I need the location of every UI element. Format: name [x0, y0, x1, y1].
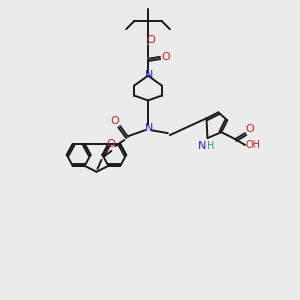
Text: OH: OH: [245, 140, 260, 150]
Text: N: N: [145, 70, 153, 80]
Text: O: O: [110, 116, 119, 126]
Text: N: N: [145, 123, 153, 133]
Text: H: H: [207, 141, 214, 151]
Text: O: O: [246, 124, 254, 134]
Text: N: N: [198, 141, 207, 151]
Text: O: O: [147, 35, 155, 45]
Text: O: O: [161, 52, 170, 62]
Text: O: O: [106, 139, 115, 149]
